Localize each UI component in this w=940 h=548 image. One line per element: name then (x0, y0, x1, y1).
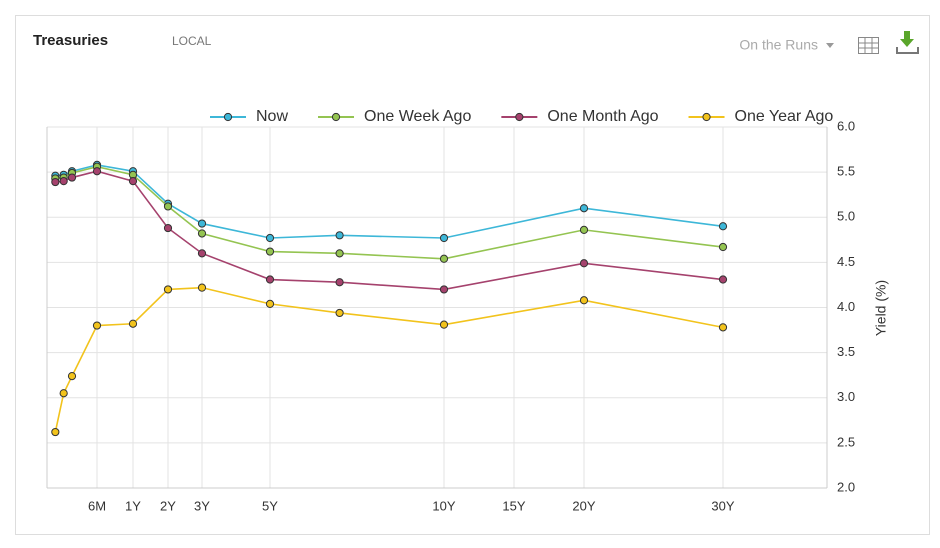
point (718, 275, 728, 284)
y-tick-label: 4.0 (837, 299, 855, 314)
point (163, 202, 173, 211)
point (128, 177, 138, 186)
legend-marker (702, 112, 711, 122)
legend-label: Now (256, 108, 288, 125)
caret[interactable] (826, 43, 834, 48)
x-tick-label: 2Y (160, 498, 176, 513)
point (579, 204, 589, 213)
point (59, 177, 68, 186)
point (579, 296, 589, 305)
legend-marker (331, 112, 341, 122)
point (335, 308, 344, 318)
point (265, 233, 275, 243)
point (197, 283, 207, 292)
point (718, 222, 728, 231)
point (67, 173, 77, 182)
point (51, 177, 60, 187)
panel-title: Treasuries (33, 32, 108, 49)
y-axis-label: Yield (%) (873, 280, 889, 336)
point (59, 389, 68, 398)
point (197, 219, 207, 228)
legend-label: One Month Ago (547, 108, 658, 125)
point (265, 299, 275, 308)
panel (15, 15, 930, 535)
x-tick-label: 1Y (125, 498, 141, 513)
y-tick-label: 3.0 (837, 389, 855, 404)
y-tick-label: 2.0 (837, 479, 855, 494)
x-tick-label: 30Y (711, 498, 734, 513)
y-tick-label: 6.0 (837, 118, 855, 133)
y-tick-label: 5.5 (837, 164, 855, 179)
point (718, 323, 728, 332)
y-tick-label: 2.5 (837, 434, 855, 449)
point (265, 275, 275, 284)
legend-label: One Week Ago (364, 108, 471, 125)
point (718, 242, 728, 252)
y-tick-label: 5.0 (837, 209, 855, 224)
point (163, 223, 173, 233)
point (335, 231, 344, 240)
x-tick-label: 10Y (432, 498, 455, 513)
table-icon[interactable] (858, 37, 879, 54)
point (92, 321, 102, 330)
point (197, 249, 207, 258)
point (335, 249, 344, 258)
y-tick-label: 4.5 (837, 254, 855, 269)
point (265, 247, 275, 256)
point (92, 167, 102, 176)
point (163, 285, 173, 294)
point (51, 427, 60, 437)
x-tick-label: 20Y (572, 498, 595, 513)
legend-label: One Year Ago (735, 108, 834, 125)
point (439, 285, 449, 294)
point (579, 259, 589, 268)
download-icon[interactable] (896, 31, 919, 54)
point (439, 233, 449, 243)
point (128, 319, 138, 328)
point (439, 320, 449, 329)
x-tick-label: 3Y (194, 498, 210, 513)
selector[interactable]: On the Runs (739, 37, 818, 53)
y-tick-label: 3.5 (837, 344, 855, 359)
x-tick-label: 6M (88, 498, 106, 513)
point (67, 371, 77, 381)
legend-marker (515, 112, 524, 122)
point (579, 225, 589, 234)
point (197, 229, 207, 238)
x-tick-label: 15Y (502, 498, 525, 513)
point (335, 278, 344, 287)
legend-marker (223, 112, 233, 122)
tag: LOCAL (172, 34, 212, 48)
x-tick-label: 5Y (262, 498, 278, 513)
point (439, 254, 449, 263)
